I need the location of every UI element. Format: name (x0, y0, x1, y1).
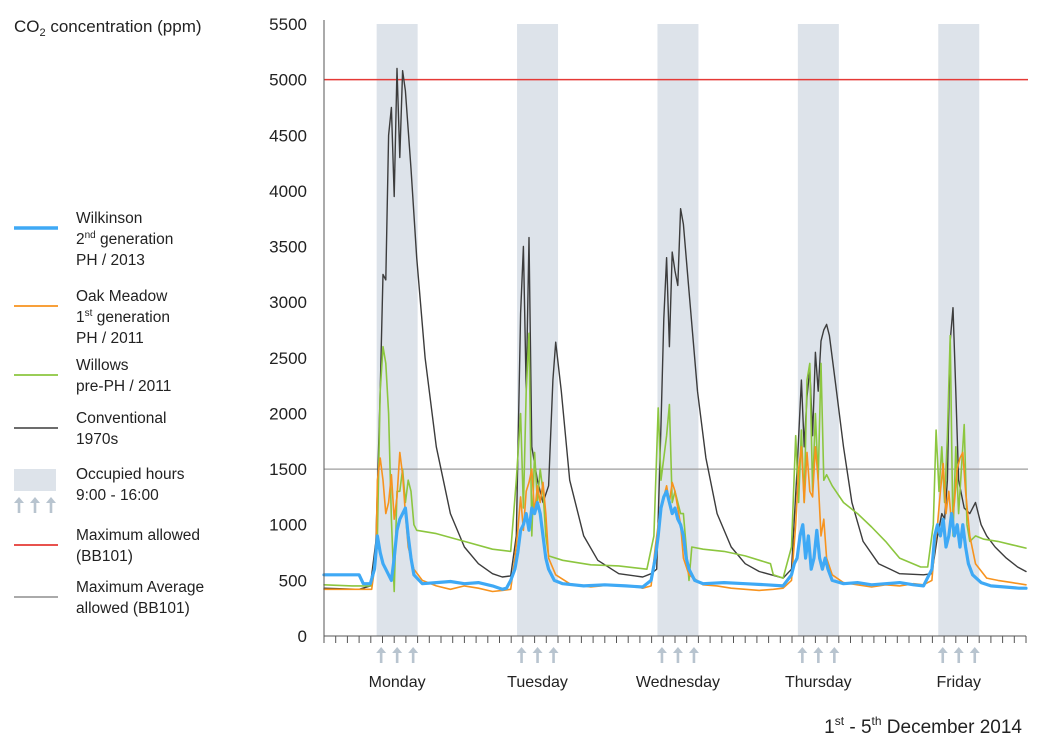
x-tick-label: Friday (937, 674, 981, 691)
legend-label: 1st generation (76, 308, 170, 326)
person-arrow-head (969, 647, 980, 653)
date-range-label: 1st - 5th December 2014 (824, 714, 1022, 738)
series-line-wilkinson (322, 489, 1028, 591)
legend-item-willows: Willows pre-PH / 2011 (14, 357, 171, 395)
legend-label: pre-PH / 2011 (76, 378, 171, 395)
person-arrow-stem (957, 652, 961, 663)
x-tick-label: Tuesday (507, 674, 568, 691)
x-tick-label: Thursday (785, 674, 852, 691)
legend-label: Wilkinson (76, 210, 142, 227)
person-arrow-stem (17, 502, 21, 513)
person-arrow-head (813, 647, 824, 653)
legend-label: (BB101) (76, 548, 133, 565)
person-arrow-head (392, 647, 403, 653)
legend-occupancy-arrows (14, 497, 56, 513)
person-arrow-stem (833, 652, 836, 663)
series-line-conventional (323, 67, 1027, 590)
legend-label: Oak Meadow (76, 288, 168, 305)
x-tick-label: Monday (369, 674, 426, 691)
y-axis-label: CO2 concentration (ppm) (14, 17, 202, 39)
y-tick-label: 5000 (269, 71, 307, 90)
y-tick-label: 4500 (269, 126, 307, 145)
legend: Wilkinson 2nd generation PH / 2013 Oak Mead… (14, 210, 204, 617)
occupancy-arrows-monday (376, 647, 419, 663)
occupancy-arrows-thursday (797, 647, 840, 663)
person-arrow-stem (692, 652, 696, 663)
person-arrow-head (376, 647, 387, 653)
y-tick-label: 0 (298, 627, 307, 646)
person-arrow-head (532, 647, 543, 653)
person-arrow-head (797, 647, 808, 653)
legend-label: allowed (BB101) (76, 600, 190, 617)
axes (323, 20, 1027, 643)
y-tick-labels: 0 500 1000 1500 2000 2500 3000 3500 4000 4500 5000… (269, 15, 307, 646)
person-arrow-head (688, 647, 699, 653)
person-arrow-head (516, 647, 527, 653)
person-arrow-stem (33, 502, 37, 513)
series-line-willows (323, 332, 1027, 593)
legend-item-wilkinson: Wilkinson 2nd generation PH / 2013 (14, 210, 173, 269)
person-arrow-head (30, 497, 40, 503)
x-tick-label: Wednesday (636, 674, 720, 691)
legend-label: Maximum allowed (76, 527, 200, 544)
person-arrow-head (829, 647, 840, 653)
legend-item-max_allowed: Maximum allowed (BB101) (14, 527, 200, 565)
person-arrow-stem (536, 652, 539, 663)
occupancy-arrows-tuesday (516, 647, 559, 663)
person-arrow-head (937, 647, 948, 653)
legend-label: Occupied hours (76, 466, 185, 483)
legend-label: 9:00 - 16:00 (76, 487, 159, 504)
y-tick-label: 1000 (269, 516, 307, 535)
series-layer (322, 67, 1028, 593)
person-arrow-stem (49, 502, 53, 513)
legend-label: Willows (76, 357, 129, 374)
person-arrow-stem (552, 652, 555, 663)
legend-label: PH / 2013 (76, 252, 145, 269)
y-tick-label: 2000 (269, 404, 307, 423)
person-arrow-stem (973, 652, 977, 663)
person-arrow-head (672, 647, 683, 653)
person-arrow-stem (941, 652, 945, 663)
person-arrow-stem (801, 652, 804, 663)
y-tick-label: 5500 (269, 15, 307, 34)
person-arrow-head (46, 497, 56, 503)
legend-label: PH / 2011 (76, 330, 144, 347)
occupancy-arrows-friday (937, 647, 980, 663)
legend-item-conventional: Conventional 1970s (14, 410, 166, 448)
person-arrow-stem (676, 652, 680, 663)
y-tick-label: 500 (279, 571, 307, 590)
person-arrow-stem (379, 652, 383, 663)
y-tick-label: 1500 (269, 460, 307, 479)
person-arrow-head (408, 647, 419, 653)
y-tick-label: 3000 (269, 293, 307, 312)
y-tick-label: 3500 (269, 238, 307, 257)
person-arrow-head (656, 647, 667, 653)
legend-label: 2nd generation (76, 230, 173, 248)
person-arrow-stem (520, 652, 523, 663)
person-arrow-head (548, 647, 559, 653)
legend-label: Conventional (76, 410, 166, 427)
y-tick-label: 2500 (269, 349, 307, 368)
legend-item-oak: Oak Meadow 1st generation PH / 2011 (14, 288, 170, 347)
legend-label: 1970s (76, 431, 118, 448)
legend-swatch-occupied (14, 469, 56, 491)
legend-item-max_average: Maximum Average allowed (BB101) (14, 579, 204, 617)
occupancy-arrows-wednesday (656, 647, 699, 663)
occupied-band-tuesday (517, 24, 559, 636)
legend-item-occupied: Occupied hours 9:00 - 16:00 (14, 466, 185, 513)
person-arrow-stem (395, 652, 399, 663)
person-arrow-stem (411, 652, 415, 663)
x-tick-labels: Monday Tuesday Wednesday Thursday Friday (369, 674, 981, 691)
person-arrow-stem (660, 652, 664, 663)
legend-label: Maximum Average (76, 579, 204, 596)
person-arrow-stem (817, 652, 820, 663)
occupancy-arrows (376, 647, 980, 663)
person-arrow-head (953, 647, 964, 653)
y-tick-label: 4000 (269, 182, 307, 201)
person-arrow-head (14, 497, 24, 503)
